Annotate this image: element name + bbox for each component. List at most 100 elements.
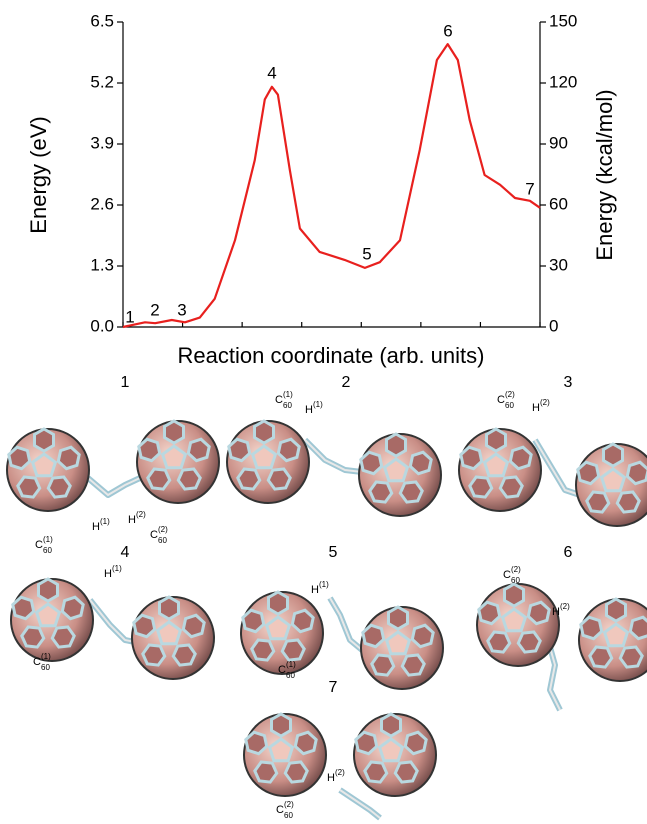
atom-label: H(1) <box>311 580 329 596</box>
fullerene-face <box>56 445 81 471</box>
fullerene-face <box>599 467 627 493</box>
atom-symbol: C <box>503 569 511 581</box>
fullerene-face <box>468 475 494 499</box>
fullerene-face <box>615 490 641 514</box>
fullerene-face <box>526 600 551 626</box>
fullerene-face <box>37 577 59 603</box>
y2-axis-title: Energy (kcal/mol) <box>592 89 617 260</box>
structure-label: 2 <box>342 374 351 391</box>
fullerene-face <box>370 653 396 677</box>
y-tick-label: 5.2 <box>90 72 114 91</box>
fullerene-face <box>171 643 197 667</box>
y-tick-label: 0.0 <box>90 316 114 335</box>
fullerene-face <box>30 452 58 478</box>
fullerene-face <box>482 452 510 478</box>
fullerene-face <box>33 427 55 453</box>
energy-curve <box>122 43 541 329</box>
atom-symbol: H <box>104 568 112 580</box>
fullerene-face <box>363 760 389 784</box>
linker-core <box>89 599 136 643</box>
linker-core <box>339 789 381 819</box>
fullerene-face <box>459 445 484 471</box>
fullerene-face <box>137 437 162 463</box>
fullerene-face <box>384 630 412 656</box>
structure-label: 7 <box>329 679 338 696</box>
fullerene-face <box>46 475 72 499</box>
y2-tick-label: 30 <box>549 255 568 274</box>
linker-core <box>87 477 141 497</box>
atom-subscript: 60 <box>158 536 167 545</box>
atom-label: C(2) 60 <box>150 525 168 545</box>
fullerene-face <box>585 490 611 514</box>
fullerene-face <box>186 437 211 463</box>
atom-label: C(1) 60 <box>35 535 53 555</box>
fullerene-face <box>579 615 604 641</box>
atom-label: C(1) 60 <box>278 660 296 680</box>
fullerene-face <box>163 419 185 445</box>
atom-subscript: 60 <box>41 663 50 672</box>
y-tick-label: 3.9 <box>90 133 114 152</box>
atom-symbol: C <box>276 804 284 816</box>
atom-label: H(2) <box>552 602 570 618</box>
atom-label: C(2) 60 <box>503 565 521 585</box>
point-annotation: 6 <box>443 21 452 40</box>
linker <box>87 598 136 645</box>
fullerene-face <box>158 595 180 621</box>
atom-label: H(1) <box>104 564 122 580</box>
atom-symbol: C <box>33 656 41 668</box>
fullerene-face <box>618 645 644 669</box>
fullerene-face <box>270 712 292 738</box>
structure-label: 3 <box>564 374 573 391</box>
fullerene-face <box>132 613 157 639</box>
fullerene-face <box>293 730 318 756</box>
atom-superscript: (1) <box>319 580 329 589</box>
structure-label: 6 <box>564 544 573 561</box>
fullerene-face <box>576 460 601 486</box>
atom-superscript: (2) <box>505 390 515 399</box>
atom-superscript: (1) <box>100 517 110 526</box>
atom-label: H(1) <box>305 400 323 416</box>
atom-subscript: 60 <box>283 401 292 410</box>
structure-label: 5 <box>329 544 338 561</box>
atom-superscript: (2) <box>335 768 345 777</box>
linker-core <box>534 439 581 496</box>
fullerene-face <box>181 613 206 639</box>
y-tick-label: 2.6 <box>90 194 114 213</box>
fullerene-face <box>588 645 614 669</box>
atom-symbol: C <box>278 664 286 676</box>
fullerene-face <box>141 643 167 667</box>
fullerene-face <box>34 602 62 628</box>
atom-symbol: H <box>92 521 100 533</box>
linker-core <box>547 639 561 711</box>
linker <box>302 437 363 475</box>
structure-label: 1 <box>121 374 130 391</box>
fullerene-face <box>628 615 647 641</box>
y2-tick-label: 150 <box>549 11 577 30</box>
atom-subscript: 60 <box>511 576 520 585</box>
fullerene-face <box>605 597 627 623</box>
fullerene-face <box>485 427 507 453</box>
fullerene-face <box>60 595 85 621</box>
atom-superscript: (2) <box>284 800 294 809</box>
atom-label: H(1) <box>92 517 110 533</box>
atom-symbol: H <box>311 584 319 596</box>
atom-superscript: (1) <box>283 390 293 399</box>
fullerene-face <box>387 605 409 631</box>
fullerene-face <box>368 480 394 504</box>
structure-label: 4 <box>121 544 130 561</box>
fullerene-face <box>486 630 512 654</box>
atom-superscript: (2) <box>511 565 521 574</box>
atom-superscript: (1) <box>313 400 323 409</box>
fullerene-face <box>602 622 630 648</box>
fullerene-face <box>250 444 278 470</box>
point-annotation: 1 <box>125 307 134 326</box>
fullerene-face <box>160 444 188 470</box>
fullerene-face <box>250 638 276 662</box>
fullerene-face <box>7 445 32 471</box>
fullerene-face <box>400 653 426 677</box>
fullerene-face <box>155 620 183 646</box>
fullerene-face <box>410 623 435 649</box>
fullerene-face <box>359 450 384 476</box>
point-annotation: 4 <box>267 63 276 82</box>
atom-symbol: H <box>128 514 136 526</box>
